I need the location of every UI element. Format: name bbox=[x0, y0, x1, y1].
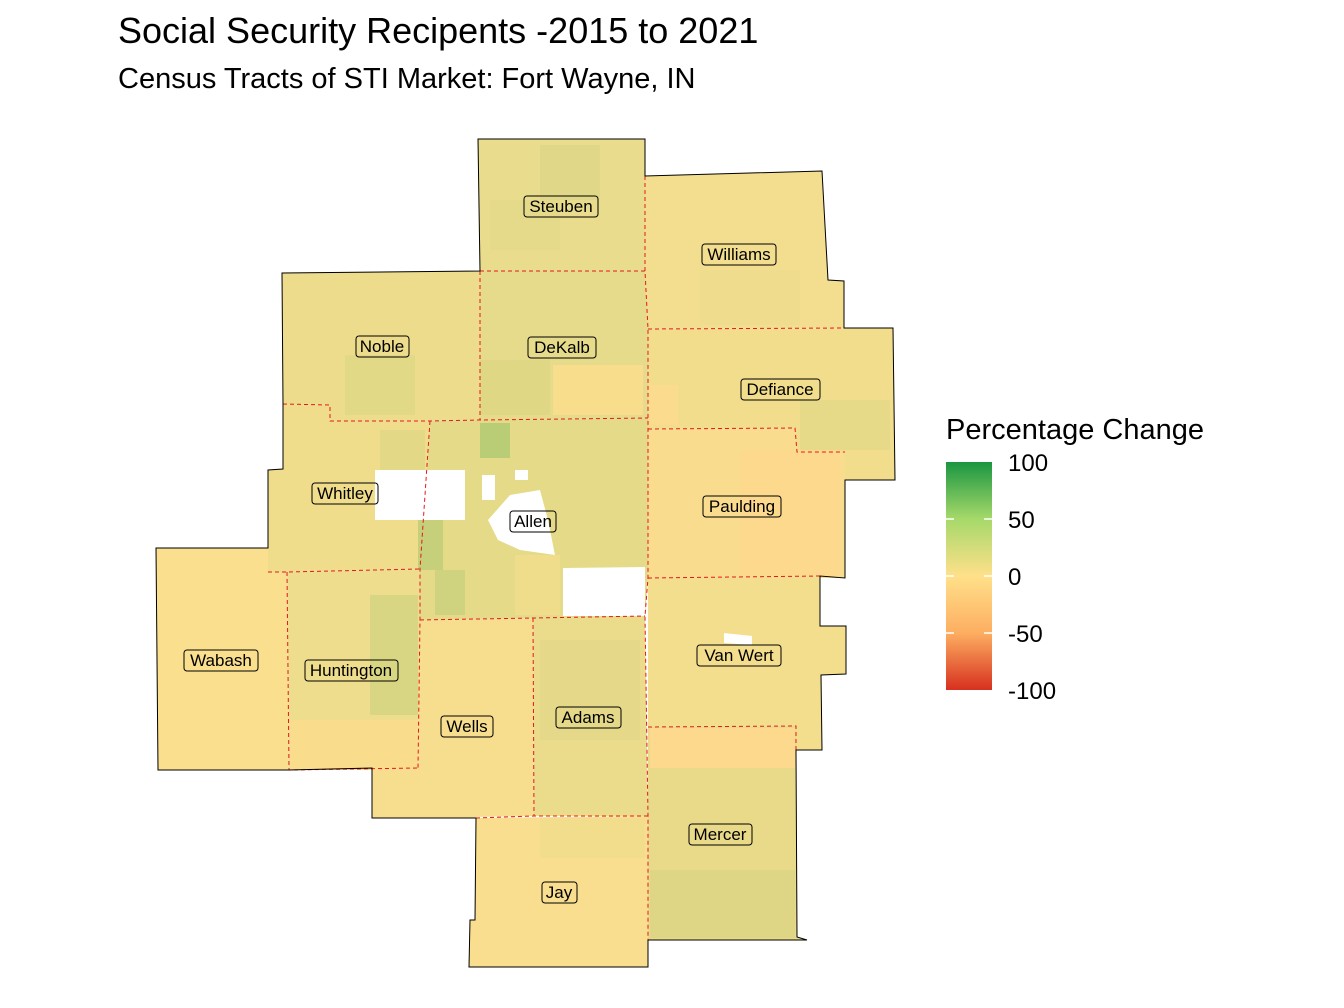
no-data-tract bbox=[418, 470, 465, 520]
svg-text:Allen: Allen bbox=[514, 512, 552, 531]
label-paulding: Paulding bbox=[702, 495, 782, 518]
no-data-tract bbox=[563, 567, 645, 616]
county-noble[interactable] bbox=[282, 271, 480, 421]
county-van-wert[interactable] bbox=[648, 576, 846, 750]
legend-tick-label: 50 bbox=[1008, 507, 1035, 534]
label-wabash: Wabash bbox=[183, 649, 259, 672]
svg-text:Noble: Noble bbox=[360, 337, 404, 356]
county-wabash[interactable] bbox=[156, 548, 289, 770]
page-title: Social Security Recipents -2015 to 2021 bbox=[118, 10, 759, 51]
no-data-tract bbox=[482, 475, 495, 500]
legend-colorbar bbox=[946, 462, 992, 690]
svg-text:Mercer: Mercer bbox=[694, 825, 747, 844]
svg-text:Jay: Jay bbox=[546, 883, 573, 902]
svg-text:DeKalb: DeKalb bbox=[534, 338, 590, 357]
label-van-wert: Van Wert bbox=[696, 644, 782, 667]
label-huntington: Huntington bbox=[304, 659, 399, 682]
legend-tick-label: 100 bbox=[1008, 450, 1049, 477]
label-whitley: Whitley bbox=[311, 482, 379, 505]
county-labels: Steuben Williams Noble DeKalb Defiance W… bbox=[183, 195, 821, 904]
label-adams: Adams bbox=[555, 706, 622, 729]
tract-shading bbox=[290, 145, 890, 938]
page-subtitle: Census Tracts of STI Market: Fort Wayne,… bbox=[118, 63, 696, 95]
label-jay: Jay bbox=[541, 881, 578, 904]
svg-text:Whitley: Whitley bbox=[317, 484, 373, 503]
svg-text:Van Wert: Van Wert bbox=[704, 646, 774, 665]
legend-tick-label: -100 bbox=[1008, 678, 1057, 705]
svg-text:Huntington: Huntington bbox=[310, 661, 392, 680]
svg-text:Williams: Williams bbox=[707, 245, 770, 264]
svg-text:Defiance: Defiance bbox=[746, 380, 813, 399]
svg-text:Adams: Adams bbox=[562, 708, 615, 727]
label-noble: Noble bbox=[355, 335, 410, 358]
no-data-tract bbox=[488, 490, 555, 555]
legend-tick-label: -50 bbox=[1008, 621, 1043, 648]
svg-text:Paulding: Paulding bbox=[709, 497, 775, 516]
label-mercer: Mercer bbox=[688, 823, 753, 846]
label-allen: Allen bbox=[509, 510, 557, 533]
label-steuben: Steuben bbox=[523, 195, 599, 218]
label-wells: Wells bbox=[440, 715, 494, 738]
svg-text:Steuben: Steuben bbox=[529, 197, 592, 216]
svg-text:Wells: Wells bbox=[446, 717, 487, 736]
svg-text:Wabash: Wabash bbox=[190, 651, 252, 670]
label-williams: Williams bbox=[701, 243, 777, 266]
legend-tick-marks bbox=[946, 518, 992, 634]
legend-tick-label: 0 bbox=[1008, 564, 1022, 591]
no-data-tract bbox=[724, 633, 752, 645]
legend-title: Percentage Change bbox=[946, 414, 1204, 446]
no-data-tract bbox=[375, 470, 418, 520]
label-dekalb: DeKalb bbox=[527, 336, 597, 359]
label-defiance: Defiance bbox=[740, 378, 821, 401]
no-data-tract bbox=[515, 470, 528, 480]
market-outline bbox=[155, 138, 896, 968]
no-data-areas bbox=[375, 470, 752, 645]
